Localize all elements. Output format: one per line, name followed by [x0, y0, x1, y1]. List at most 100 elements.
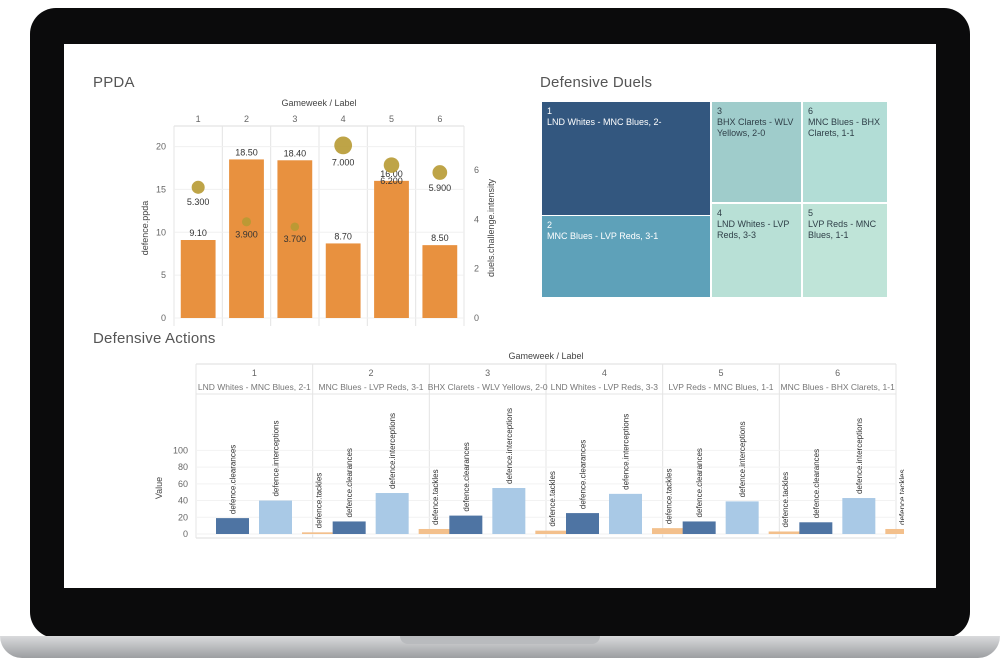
actions-bar[interactable] [302, 532, 335, 534]
ppda-title: PPDA [93, 74, 135, 91]
actions-title: Defensive Actions [93, 330, 216, 347]
actions-series-label: defence.clearances [229, 445, 238, 514]
treemap-cell-label: LND Whites - MNC Blues, 2- [547, 117, 662, 127]
actions-bar[interactable] [332, 521, 366, 534]
actions-series-label: defence.clearances [345, 448, 354, 517]
treemap-cell-label: BHX Clarets - WLV Yellows, 2-0 [717, 117, 794, 138]
actions-bar[interactable] [375, 493, 409, 534]
ppda-bar-label: 9.10 [189, 228, 207, 238]
dashboard-screen: PPDA Gameweek / Label 20 15 10 5 0 6 4 2 0 defence… [64, 44, 936, 588]
ppda-left-tick: 20 [156, 142, 166, 152]
actions-group-number: 3 [485, 368, 490, 378]
ppda-column-number: 6 [437, 114, 442, 124]
ppda-chart: Gameweek / Label201510506420defence.ppda… [140, 98, 496, 326]
actions-group-number: 2 [368, 368, 373, 378]
actions-bar[interactable] [768, 531, 802, 534]
actions-series-label: defence.tackles [315, 473, 324, 529]
actions-series-label: defence.clearances [462, 442, 471, 511]
actions-series-label: defence.tackles [548, 471, 557, 527]
actions-group-number: 6 [835, 368, 840, 378]
ppda-bar[interactable] [229, 159, 264, 318]
ppda-intensity-dot[interactable] [432, 165, 448, 180]
actions-group-label: LVP Reds - MNC Blues, 1-1 [668, 382, 773, 392]
treemap-cell[interactable]: 2 MNC Blues - LVP Reds, 3-1 [541, 215, 711, 298]
actions-bar[interactable] [216, 518, 249, 534]
actions-y-tick: 60 [178, 479, 188, 489]
ppda-bar[interactable] [325, 243, 361, 318]
ppda-intensity-dot[interactable] [334, 136, 353, 155]
ppda-dot-label: 5.300 [187, 197, 210, 207]
actions-group-number: 5 [718, 368, 723, 378]
ppda-column-number: 5 [389, 114, 394, 124]
ppda-left-tick: 0 [161, 313, 166, 323]
actions-bar[interactable] [535, 530, 569, 534]
actions-series-label: defence.clearances [812, 449, 821, 518]
treemap-cell[interactable]: 4 LND Whites - LVP Reds, 3-3 [711, 203, 802, 298]
actions-bar[interactable] [652, 528, 685, 534]
actions-series-label: defence.interceptions [272, 420, 281, 496]
actions-bar[interactable] [259, 500, 292, 534]
treemap-cell-number: 3 [717, 106, 723, 116]
treemap-cell-number: 2 [547, 220, 553, 230]
ppda-column-number: 3 [292, 114, 297, 124]
laptop-base [0, 636, 1000, 658]
duels-title: Defensive Duels [540, 74, 653, 91]
ppda-bar-label: 8.70 [334, 231, 352, 241]
actions-bar[interactable] [492, 488, 526, 534]
actions-bar[interactable] [725, 501, 759, 534]
actions-bar[interactable] [418, 528, 452, 534]
ppda-left-tick: 15 [156, 184, 166, 194]
ppda-intensity-dot[interactable] [241, 217, 252, 227]
ppda-bar-label: 18.40 [284, 148, 307, 158]
ppda-intensity-dot[interactable] [191, 180, 205, 194]
ppda-intensity-dot[interactable] [383, 157, 400, 173]
ppda-bar[interactable] [422, 245, 458, 318]
actions-series-label: defence.tackles [781, 472, 790, 528]
actions-bar[interactable] [449, 515, 483, 534]
ppda-right-tick: 2 [474, 264, 479, 274]
actions-y-tick: 40 [178, 496, 188, 506]
actions-bar[interactable] [609, 493, 642, 534]
actions-series-label: defence.clearances [695, 448, 704, 517]
ppda-intensity-dot[interactable] [290, 222, 300, 232]
actions-series-label: defence.interceptions [855, 418, 864, 494]
ppda-bar[interactable] [180, 240, 216, 318]
treemap-cell-label: MNC Blues - LVP Reds, 3-1 [547, 231, 659, 241]
actions-series-label: defence.tackles [431, 469, 440, 525]
duels-treemap[interactable]: 1 LND Whites - MNC Blues, 2- 2 MNC Blues - … [541, 101, 888, 298]
laptop-hinge-notch [400, 636, 600, 644]
actions-group-number: 1 [252, 368, 257, 378]
actions-bar[interactable] [799, 522, 833, 534]
actions-bar[interactable] [682, 521, 716, 534]
actions-y-tick: 0 [183, 529, 188, 539]
treemap-cell-label: MNC Blues - BHX Clarets, 1-1 [808, 117, 881, 138]
treemap-cell-number: 6 [808, 106, 814, 116]
actions-series-label: defence.interceptions [388, 413, 397, 489]
ppda-dot-label: 7.000 [332, 157, 355, 167]
ppda-column-number: 4 [341, 114, 346, 124]
actions-group-label: MNC Blues - BHX Clarets, 1-1 [781, 382, 896, 392]
treemap-cell[interactable]: 5 LVP Reds - MNC Blues, 1-1 [802, 203, 888, 298]
actions-bar[interactable] [842, 498, 876, 534]
treemap-cell[interactable]: 3 BHX Clarets - WLV Yellows, 2-0 [711, 101, 802, 203]
actions-bar[interactable] [566, 513, 599, 534]
ppda-bar-label: 8.50 [431, 233, 449, 243]
actions-series-label: defence.tackles [898, 469, 904, 525]
ppda-bar[interactable] [277, 160, 313, 318]
treemap-cell[interactable]: 6 MNC Blues - BHX Clarets, 1-1 [802, 101, 888, 203]
ppda-dot-label: 3.900 [235, 229, 258, 239]
ppda-left-tick: 10 [156, 227, 166, 237]
ppda-bar[interactable] [374, 180, 409, 318]
ppda-column-number: 2 [244, 114, 249, 124]
actions-chart: Gameweek / Label 100 80 60 40 20 0 Value 1 LND Wh… [154, 351, 904, 539]
actions-y-tick: 20 [178, 512, 188, 522]
ppda-column-number: 1 [196, 114, 201, 124]
actions-bar[interactable] [885, 528, 904, 534]
treemap-cell-label: LVP Reds - MNC Blues, 1-1 [808, 219, 877, 240]
ppda-right-tick: 4 [474, 214, 479, 224]
actions-group-number: 4 [602, 368, 607, 378]
treemap-cell-number: 4 [717, 208, 723, 218]
ppda-dot-label: 3.700 [284, 234, 307, 244]
ppda-left-tick: 5 [161, 270, 166, 280]
